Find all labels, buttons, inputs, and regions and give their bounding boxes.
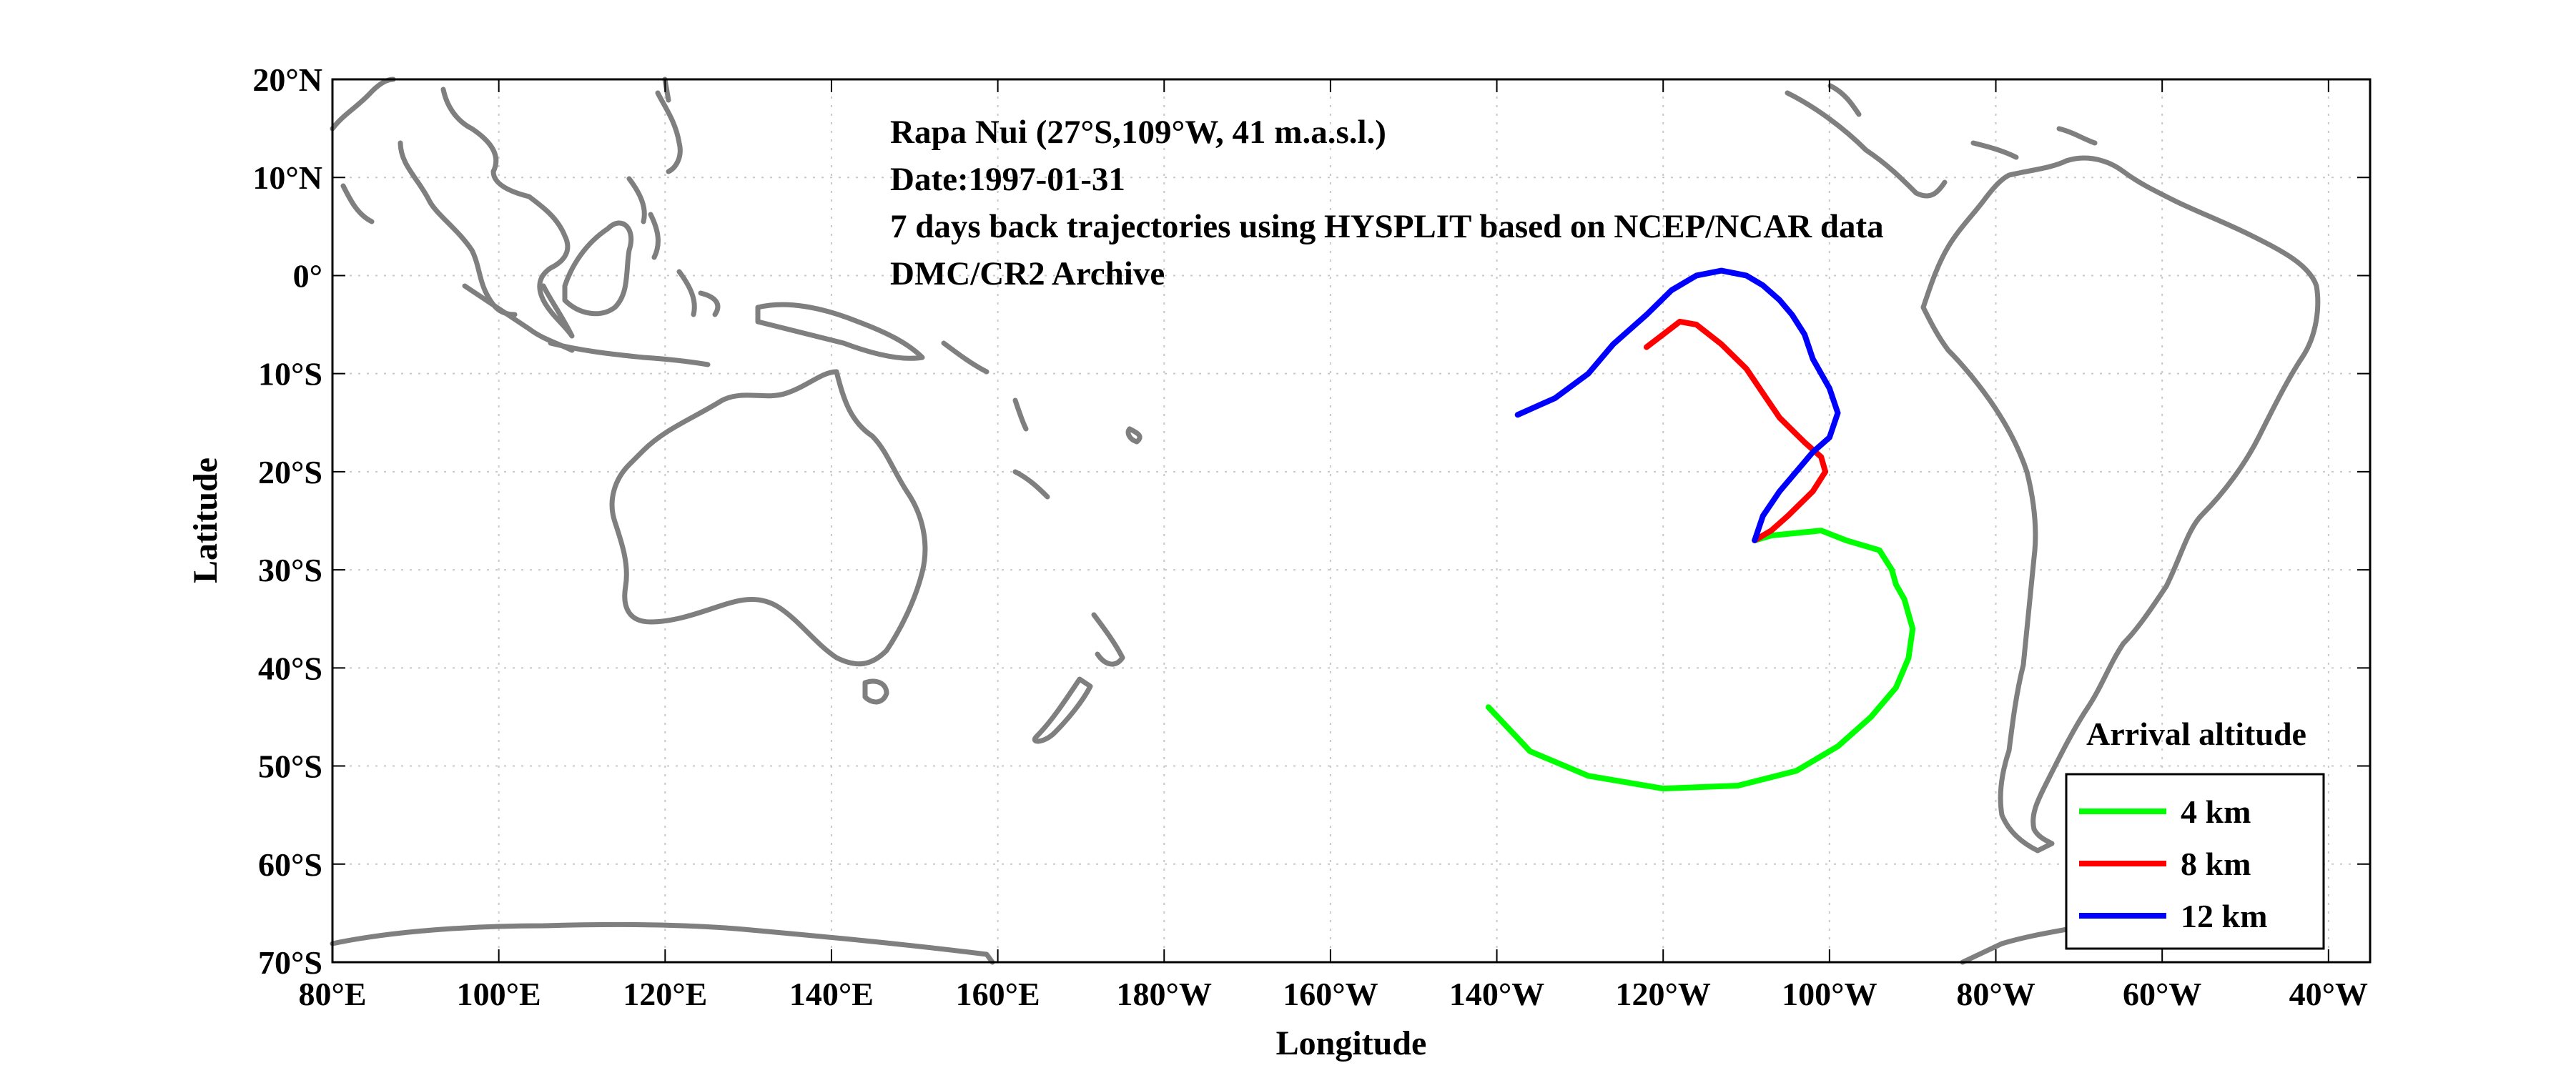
coastlines [330, 76, 2321, 965]
x-tick-label: 160°W [1283, 976, 1378, 1012]
trajectory-4-km [1485, 528, 1916, 792]
annotation-line: DMC/CR2 Archive [890, 255, 1165, 292]
x-tick-label: 40°W [2289, 976, 2368, 1012]
annotation-line: Rapa Nui (27°S,109°W, 41 m.a.s.l.) [890, 114, 1386, 151]
coast-nz-north [1091, 612, 1125, 667]
x-tick-label: 80°E [298, 976, 366, 1012]
plot-border [331, 78, 2372, 964]
coast-new-caledonia [1012, 469, 1050, 500]
y-tick-label: 60°S [258, 846, 322, 883]
x-tick-label: 100°E [457, 976, 541, 1012]
x-tick-label: 120°E [623, 976, 707, 1012]
coast-fiji [1125, 426, 1143, 445]
y-tick-label: 20°S [258, 454, 322, 490]
coast-philippines [626, 176, 661, 260]
legend-label: 4 km [2181, 793, 2251, 830]
coast-central-america [1785, 83, 1948, 199]
coast-vanuatu [1012, 397, 1029, 432]
annotations: Rapa Nui (27°S,109°W, 41 m.a.s.l.) Date:1… [890, 114, 1884, 292]
y-tick-label: 10°S [258, 356, 322, 392]
legend-label: 12 km [2181, 898, 2267, 934]
trajectory-12-km [1514, 267, 1841, 543]
x-tick-label: 140°E [789, 976, 874, 1012]
coast-borneo [562, 220, 634, 317]
x-axis-label: Longitude [1276, 1024, 1427, 1062]
y-tick-label: 40°S [258, 650, 322, 686]
annotation-line: 7 days back trajectories using HYSPLIT b… [890, 208, 1884, 245]
y-tick-label: 70°S [258, 944, 322, 981]
x-tick-label: 60°W [2123, 976, 2201, 1012]
coast-caribbean [1970, 126, 2098, 160]
x-tick-label: 140°W [1449, 976, 1544, 1012]
coast-australia [609, 369, 928, 667]
trajectory-8-km [1644, 318, 1829, 543]
y-tick-label: 30°S [258, 552, 322, 588]
coast-java [548, 340, 711, 367]
annotation-line: Date:1997-01-31 [890, 161, 1125, 198]
x-tick-label: 100°W [1782, 976, 1877, 1012]
x-tick-label: 120°W [1616, 976, 1711, 1012]
coast-sulawesi [676, 269, 721, 317]
axis-ticks: 80°E 100°E 120°E 140°E 160°E 180°W 160°W 140°W 1… [252, 61, 2370, 1012]
coast-tasmania [862, 678, 889, 705]
y-tick-label: 50°S [258, 748, 322, 785]
trajectory-lines [1485, 267, 1916, 792]
x-tick-label: 80°W [1956, 976, 2035, 1012]
coast-asia [330, 76, 575, 339]
coast-south-america [1920, 155, 2321, 854]
y-axis-label: Latitude [187, 458, 224, 583]
y-tick-label: 10°N [252, 159, 322, 196]
legend-title: Arrival altitude [2086, 716, 2306, 752]
axis-frame [331, 78, 2372, 964]
x-tick-label: 160°E [956, 976, 1040, 1012]
legend-label: 8 km [2181, 846, 2251, 882]
coast-antarctica [330, 921, 995, 965]
y-tick-label: 0° [293, 257, 322, 294]
coast-new-guinea [755, 302, 925, 361]
x-tick-label: 180°W [1117, 976, 1212, 1012]
coast-solomons [941, 340, 990, 375]
coast-nz-south [1032, 676, 1093, 744]
plot-area [332, 79, 2370, 962]
y-tick-label: 20°N [252, 61, 322, 98]
legend: Arrival altitude 4 km 8 km 12 km [2065, 716, 2325, 950]
